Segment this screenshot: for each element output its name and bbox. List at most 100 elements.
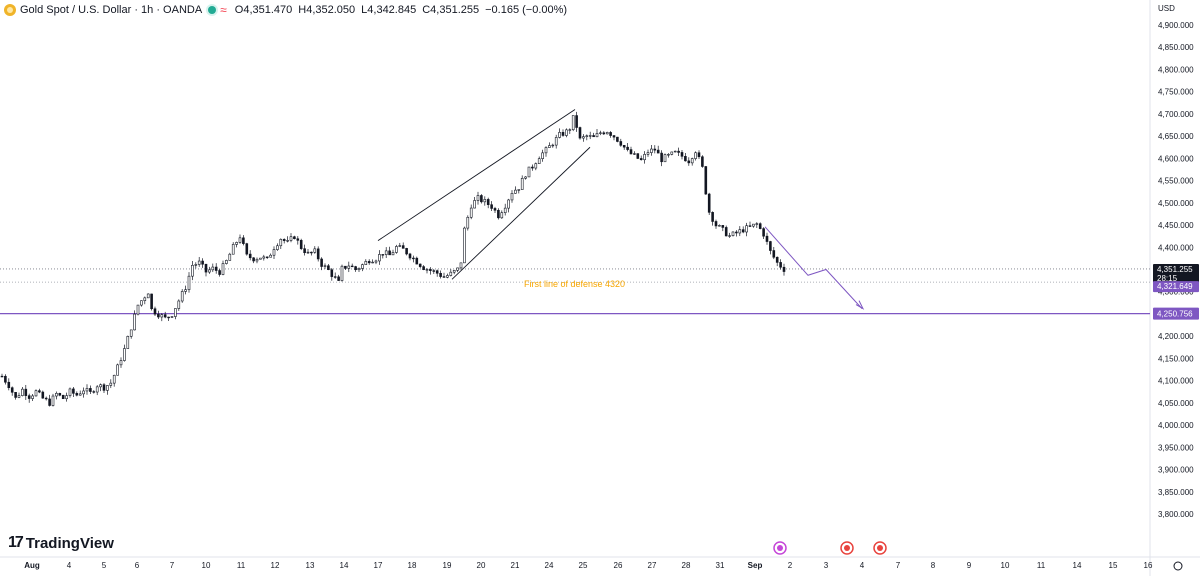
candle-body [228, 253, 232, 261]
candle-body [221, 263, 225, 275]
candle-body [412, 257, 415, 260]
y-tick-label: 4,700.000 [1158, 110, 1194, 119]
candle-body [585, 135, 589, 137]
candle-body [629, 149, 633, 155]
x-tick-label: 6 [135, 561, 140, 570]
candle-body [51, 395, 55, 406]
y-tick-label: 4,750.000 [1158, 88, 1194, 97]
candle-body [748, 225, 752, 227]
x-tick-label: 11 [1037, 561, 1046, 570]
candle-body [738, 229, 742, 234]
channel-lower-line[interactable] [451, 146, 591, 280]
candle-body [330, 269, 334, 277]
y-tick-label: 4,100.000 [1158, 377, 1194, 386]
level-badge-value: 4,321.649 [1157, 282, 1193, 291]
candle-body [653, 148, 657, 151]
candle-body [405, 248, 408, 255]
candle-body [279, 239, 283, 247]
candle-body [55, 393, 58, 397]
candle-body [320, 258, 323, 267]
candle-body [146, 293, 150, 299]
candle-body [432, 270, 436, 272]
candle-body [364, 261, 368, 265]
candle-body [779, 262, 782, 268]
current-price-badge[interactable] [1153, 263, 1199, 284]
candle-body [663, 154, 667, 163]
candle-body [636, 153, 640, 159]
candle-body [238, 237, 242, 243]
candle-body [565, 129, 568, 136]
x-tick-label: 20 [477, 561, 486, 570]
candle-body [429, 269, 432, 271]
candle-body [112, 374, 116, 384]
candle-body [391, 252, 395, 256]
candle-body [452, 270, 456, 273]
candle-body [609, 132, 612, 136]
y-tick-label: 4,450.000 [1158, 221, 1194, 230]
y-tick-label: 3,850.000 [1158, 488, 1194, 497]
candle-body [483, 199, 487, 203]
symbol-header: Gold Spot / U.S. Dollar · 1h · OANDA ≈ O… [4, 2, 573, 18]
y-tick-label: 4,000.000 [1158, 421, 1194, 430]
candle-body [340, 265, 344, 281]
channel-upper-line[interactable] [377, 109, 576, 241]
candle-body [677, 150, 680, 153]
candle-body [775, 256, 779, 263]
candle-body [408, 253, 412, 259]
y-tick-label: 4,050.000 [1158, 399, 1194, 408]
candle-body [622, 145, 626, 148]
candle-body [129, 329, 133, 337]
x-tick-label: 3 [824, 561, 829, 570]
candle-body [558, 132, 561, 138]
x-tick-label: 7 [170, 561, 175, 570]
level-badge[interactable] [1153, 281, 1199, 293]
candle-body [255, 258, 259, 262]
candle-body [548, 145, 551, 148]
candle-body [534, 163, 538, 169]
symbol-title[interactable]: Gold Spot / U.S. Dollar · 1h · OANDA [20, 4, 203, 16]
candle-body [554, 137, 558, 146]
projection-path[interactable] [764, 226, 863, 309]
candle-body [38, 390, 41, 393]
candle-body [626, 146, 629, 150]
x-tick-label: 26 [614, 561, 623, 570]
y-tick-label: 4,800.000 [1158, 65, 1194, 74]
candle-body [126, 336, 130, 349]
candle-body [116, 364, 119, 376]
candle-body [337, 276, 340, 281]
candle-body [568, 129, 572, 131]
candle-body [211, 266, 215, 271]
candle-body [476, 195, 480, 201]
candle-body [61, 394, 65, 400]
x-tick-label: 12 [271, 561, 280, 570]
settings-gear-icon[interactable] [1173, 561, 1183, 571]
candle-body [480, 195, 483, 203]
candle-body [197, 260, 201, 265]
x-tick-label: 31 [716, 561, 725, 570]
candle-body [143, 297, 147, 301]
candle-body [225, 260, 228, 264]
candle-body [214, 266, 218, 271]
candle-body [735, 231, 738, 234]
candle-body [272, 249, 276, 256]
x-tick-label: 19 [443, 561, 452, 570]
candle-body [133, 313, 136, 331]
candle-body [34, 390, 38, 397]
candle-body [187, 275, 191, 290]
candle-body [769, 241, 772, 251]
candle-body [150, 293, 153, 310]
candle-body [102, 384, 106, 391]
candle-body [660, 152, 663, 163]
y-tick-label: 3,950.000 [1158, 443, 1194, 452]
candle-body [7, 381, 11, 389]
support-badge[interactable] [1153, 307, 1199, 320]
candle-body [92, 391, 96, 393]
candle-body [306, 251, 310, 254]
candle-body [231, 244, 235, 255]
candle-body [527, 166, 531, 178]
candle-body [361, 264, 364, 269]
tradingview-logo[interactable]: 17 TradingView [8, 534, 114, 552]
candle-body [282, 239, 286, 241]
y-tick-label: 4,900.000 [1158, 21, 1194, 30]
